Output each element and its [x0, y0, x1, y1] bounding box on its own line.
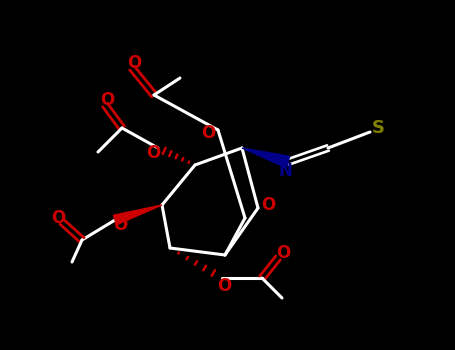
Text: O: O	[261, 196, 275, 214]
Text: O: O	[276, 244, 290, 262]
Text: N: N	[278, 162, 292, 180]
Polygon shape	[113, 205, 162, 225]
Text: S: S	[371, 119, 384, 137]
Text: O: O	[201, 124, 215, 142]
Text: O: O	[146, 144, 160, 162]
Polygon shape	[242, 148, 290, 168]
Text: O: O	[127, 54, 141, 72]
Text: O: O	[113, 216, 127, 234]
Text: O: O	[217, 277, 231, 295]
Text: O: O	[100, 91, 114, 109]
Text: O: O	[51, 209, 65, 227]
